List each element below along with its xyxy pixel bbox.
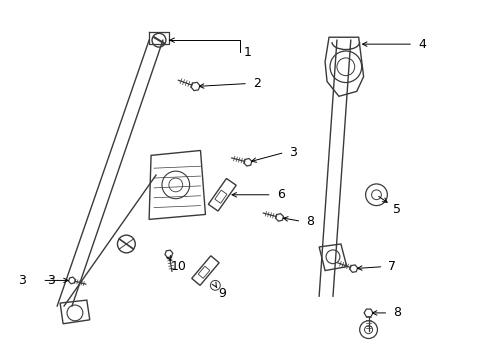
Text: 1: 1 [244,45,251,59]
Text: 3: 3 [18,274,25,287]
Text: 8: 8 [305,215,314,228]
Text: 10: 10 [170,260,186,273]
Text: 6: 6 [276,188,284,201]
Text: 5: 5 [392,203,401,216]
Text: 7: 7 [387,260,396,273]
Text: 8: 8 [392,306,401,319]
Text: 4: 4 [417,38,425,51]
Text: 3: 3 [289,146,297,159]
Text: 3: 3 [47,274,55,287]
Text: 2: 2 [252,77,260,90]
Text: 9: 9 [218,287,226,300]
